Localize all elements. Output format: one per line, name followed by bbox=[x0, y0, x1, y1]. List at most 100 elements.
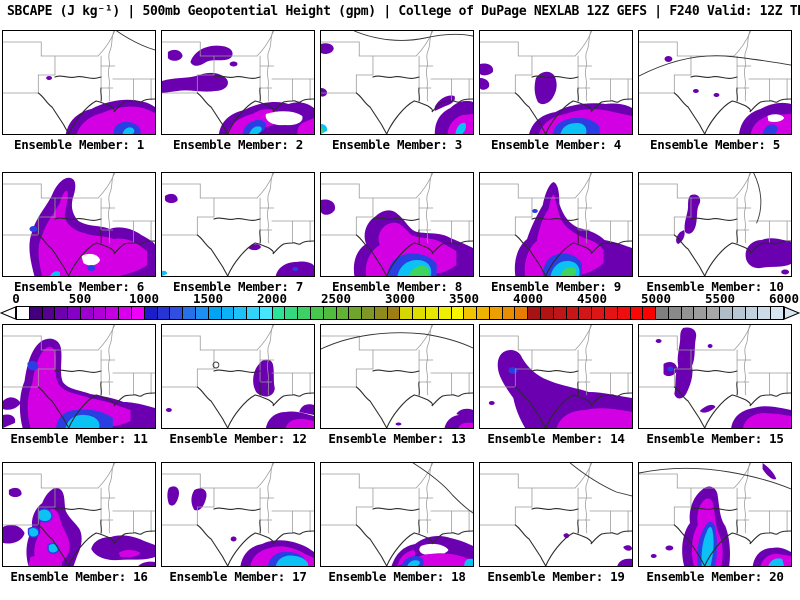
ensemble-map-4 bbox=[479, 30, 633, 135]
colorbar-cell-0 bbox=[17, 307, 30, 319]
colorbar-cells bbox=[16, 306, 784, 320]
ensemble-map-17 bbox=[161, 462, 315, 567]
colorbar-cell-55 bbox=[719, 307, 733, 319]
ensemble-panel-11: Ensemble Member: 11 bbox=[2, 324, 156, 446]
colorbar-cell-4 bbox=[68, 307, 81, 319]
colorbar-cell-15 bbox=[208, 307, 222, 319]
ensemble-member-label-10: Ensemble Member: 10 bbox=[646, 279, 784, 294]
colorbar-tick-1000: 1000 bbox=[128, 291, 160, 306]
ensemble-panel-4: Ensemble Member: 4 bbox=[479, 30, 633, 152]
colorbar-cell-24 bbox=[323, 307, 337, 319]
ensemble-member-label-15: Ensemble Member: 15 bbox=[646, 431, 784, 446]
ensemble-map-11 bbox=[2, 324, 156, 429]
ensemble-member-label-19: Ensemble Member: 19 bbox=[487, 569, 625, 584]
colorbar-cell-34 bbox=[451, 307, 465, 319]
ensemble-panel-20: Ensemble Member: 20 bbox=[638, 462, 792, 584]
ensemble-panel-5: Ensemble Member: 5 bbox=[638, 30, 792, 152]
ensemble-panel-18: Ensemble Member: 18 bbox=[320, 462, 474, 584]
colorbar-cell-22 bbox=[298, 307, 311, 319]
colorbar-cell-21 bbox=[285, 307, 299, 319]
colorbar-cell-5 bbox=[80, 307, 94, 319]
colorbar-cell-1 bbox=[29, 307, 43, 319]
colorbar-cell-33 bbox=[438, 307, 452, 319]
colorbar-cell-2 bbox=[42, 307, 56, 319]
ensemble-map-3 bbox=[320, 30, 474, 135]
colorbar-tick-4000: 4000 bbox=[512, 291, 544, 306]
colorbar-tick-labels: 0 500 1000 1500 2000 2500 3000 3500 4000 4500 5000… bbox=[12, 291, 799, 306]
ensemble-member-label-18: Ensemble Member: 18 bbox=[328, 569, 466, 584]
ensemble-map-1 bbox=[2, 30, 156, 135]
colorbar-cell-32 bbox=[426, 307, 439, 319]
ensemble-map-20 bbox=[638, 462, 792, 567]
ensemble-row-1: Ensemble Member: 1 Ensemble Member: 2 Ense… bbox=[2, 30, 798, 152]
colorbar-cell-36 bbox=[477, 307, 490, 319]
ensemble-panel-8: Ensemble Member: 8 bbox=[320, 172, 474, 294]
colorbar-tick-5000: 5000 bbox=[640, 291, 672, 306]
colorbar-cell-11 bbox=[157, 307, 171, 319]
colorbar-tick-6000: 6000 bbox=[768, 291, 800, 306]
ensemble-member-label-3: Ensemble Member: 3 bbox=[331, 137, 463, 152]
ensemble-member-label-8: Ensemble Member: 8 bbox=[331, 279, 463, 294]
ensemble-panel-2: Ensemble Member: 2 bbox=[161, 30, 315, 152]
ensemble-row-3: Ensemble Member: 11 Ensemble Member: 12 En… bbox=[2, 324, 798, 446]
colorbar-cell-44 bbox=[579, 307, 593, 319]
colorbar-cell-29 bbox=[387, 307, 401, 319]
ensemble-member-label-16: Ensemble Member: 16 bbox=[10, 569, 148, 584]
colorbar-tick-500: 500 bbox=[68, 291, 92, 306]
colorbar-cell-56 bbox=[732, 307, 746, 319]
ensemble-panel-15: Ensemble Member: 15 bbox=[638, 324, 792, 446]
colorbar-cell-37 bbox=[489, 307, 503, 319]
ensemble-panel-12: Ensemble Member: 12 bbox=[161, 324, 315, 446]
colorbar-cell-25 bbox=[336, 307, 350, 319]
colorbar-tick-5500: 5500 bbox=[704, 291, 736, 306]
colorbar-cell-8 bbox=[119, 307, 133, 319]
ensemble-panel-14: Ensemble Member: 14 bbox=[479, 324, 633, 446]
ensemble-panel-3: Ensemble Member: 3 bbox=[320, 30, 474, 152]
colorbar-cell-58 bbox=[758, 307, 772, 319]
colorbar-cell-50 bbox=[656, 307, 669, 319]
ensemble-map-9 bbox=[479, 172, 633, 277]
ensemble-member-label-11: Ensemble Member: 11 bbox=[10, 431, 148, 446]
colorbar-cell-7 bbox=[106, 307, 120, 319]
colorbar-cell-57 bbox=[745, 307, 759, 319]
ensemble-member-label-12: Ensemble Member: 12 bbox=[169, 431, 307, 446]
ensemble-panel-17: Ensemble Member: 17 bbox=[161, 462, 315, 584]
colorbar-cell-27 bbox=[362, 307, 375, 319]
colorbar-cell-52 bbox=[681, 307, 695, 319]
colorbar-tick-4500: 4500 bbox=[576, 291, 608, 306]
ensemble-panel-7: Ensemble Member: 7 bbox=[161, 172, 315, 294]
colorbar-cell-46 bbox=[604, 307, 618, 319]
colorbar-cell-53 bbox=[694, 307, 708, 319]
ensemble-panel-16: Ensemble Member: 16 bbox=[2, 462, 156, 584]
ensemble-map-8 bbox=[320, 172, 474, 277]
ensemble-member-label-1: Ensemble Member: 1 bbox=[13, 137, 145, 152]
ensemble-row-2: Ensemble Member: 6 Ensemble Member: 7 Ense… bbox=[2, 172, 798, 294]
ensemble-map-14 bbox=[479, 324, 633, 429]
ensemble-member-label-9: Ensemble Member: 9 bbox=[490, 279, 622, 294]
colorbar-cell-28 bbox=[374, 307, 388, 319]
colorbar-cell-48 bbox=[630, 307, 644, 319]
colorbar-cell-45 bbox=[592, 307, 605, 319]
colorbar-cell-41 bbox=[541, 307, 554, 319]
ensemble-panel-9: Ensemble Member: 9 bbox=[479, 172, 633, 294]
colorbar-cell-43 bbox=[566, 307, 580, 319]
colorbar-tick-3000: 3000 bbox=[384, 291, 416, 306]
ensemble-member-label-13: Ensemble Member: 13 bbox=[328, 431, 466, 446]
colorbar-tick-1500: 1500 bbox=[192, 291, 224, 306]
colorbar-cell-38 bbox=[502, 307, 516, 319]
ensemble-panel-10: Ensemble Member: 10 bbox=[638, 172, 792, 294]
colorbar-tick-3500: 3500 bbox=[448, 291, 480, 306]
ensemble-member-label-20: Ensemble Member: 20 bbox=[646, 569, 784, 584]
colorbar-cell-31 bbox=[413, 307, 426, 319]
colorbar-cell-12 bbox=[170, 307, 184, 319]
colorbar-cell-40 bbox=[528, 307, 542, 319]
ensemble-panel-1: Ensemble Member: 1 bbox=[2, 30, 156, 152]
colorbar-scale bbox=[0, 306, 800, 320]
ensemble-map-10 bbox=[638, 172, 792, 277]
ensemble-member-label-5: Ensemble Member: 5 bbox=[649, 137, 781, 152]
ensemble-member-label-14: Ensemble Member: 14 bbox=[487, 431, 625, 446]
ensemble-panel-19: Ensemble Member: 19 bbox=[479, 462, 633, 584]
colorbar-cell-19 bbox=[259, 307, 273, 319]
colorbar-tick-2500: 2500 bbox=[320, 291, 352, 306]
